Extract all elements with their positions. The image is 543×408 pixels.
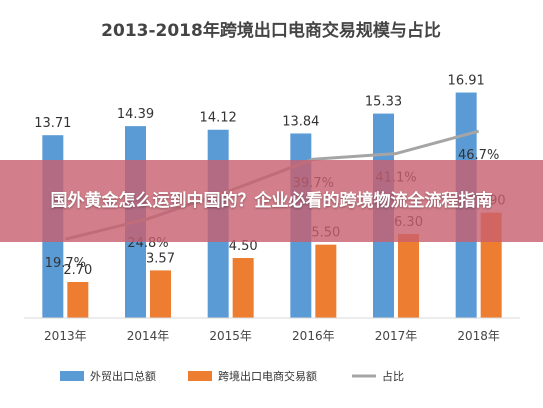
chart-title: 2013-2018年跨境出口电商交易规模与占比 <box>101 20 441 41</box>
x-tick-2016年: 2016年 <box>292 329 335 343</box>
bar-label-2-2015年: 4.50 <box>229 239 258 254</box>
legend-swatch-2 <box>188 371 212 381</box>
line-label-2013年: 19.7% <box>45 256 86 271</box>
bar-2-2013年 <box>67 282 89 318</box>
bar-label-1-2017年: 15.33 <box>365 95 402 110</box>
overlay-banner: 国外黄金怎么运到中国的？企业必看的跨境物流全流程指南 <box>0 160 543 242</box>
bar-label-1-2013年: 13.71 <box>34 116 71 131</box>
x-axis-ticks: 2013年 2014年 2015年 2016年 2017年 2018年 <box>44 329 500 343</box>
bar-label-1-2018年: 16.91 <box>448 74 485 89</box>
legend-label-2: 跨境出口电商交易额 <box>218 369 317 383</box>
x-tick-2018年: 2018年 <box>457 329 500 343</box>
bar-label-1-2015年: 14.12 <box>200 111 237 126</box>
bar-label-2-2014年: 3.57 <box>146 251 175 266</box>
bar-2-2015年 <box>232 258 254 318</box>
x-tick-2014年: 2014年 <box>127 329 170 343</box>
legend: 外贸出口总额 跨境出口电商交易额 占比 <box>60 369 404 383</box>
x-tick-2017年: 2017年 <box>375 329 418 343</box>
legend-label-1: 外贸出口总额 <box>90 369 156 383</box>
bar-2-2014年 <box>150 270 171 318</box>
bar-2-2016年 <box>315 244 337 318</box>
bar-label-1-2014年: 14.39 <box>117 107 154 122</box>
bar-label-1-2016年: 13.84 <box>282 114 319 129</box>
overlay-text: 国外黄金怎么运到中国的？企业必看的跨境物流全流程指南 <box>50 190 493 211</box>
bar-2-2017年 <box>398 234 419 318</box>
bar-label-2-2013年: 2.70 <box>63 263 92 278</box>
legend-swatch-1 <box>60 371 84 381</box>
legend-label-line: 占比 <box>382 369 404 383</box>
x-tick-2015年: 2015年 <box>209 329 252 343</box>
line-label-2018年: 46.7% <box>458 148 499 163</box>
x-tick-2013年: 2013年 <box>44 329 87 343</box>
